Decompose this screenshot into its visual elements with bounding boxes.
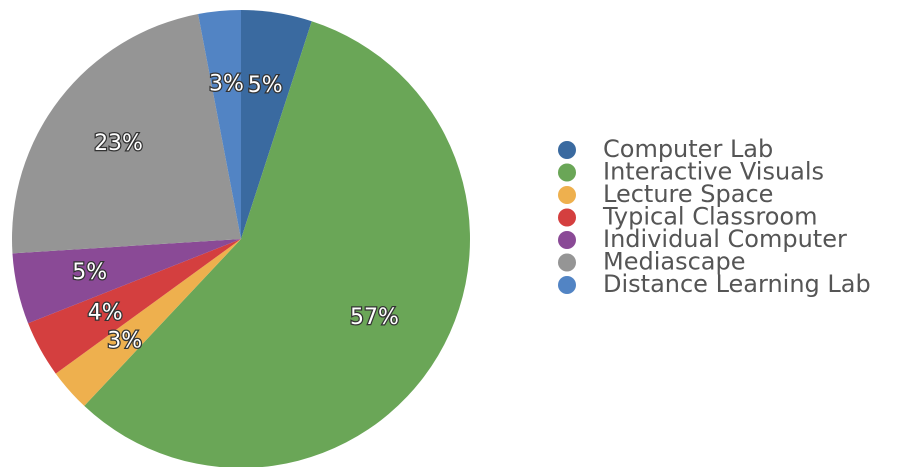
legend-label: Interactive Visuals [603, 158, 824, 186]
legend-marker [558, 253, 576, 272]
legend-marker [558, 163, 576, 182]
legend-label: Computer Lab [603, 135, 773, 163]
pie-slice [55, 239, 241, 406]
legend-label: Mediascape [603, 248, 746, 276]
data-label: 57% [350, 305, 399, 330]
pie-slice [241, 10, 312, 239]
pie-slice [198, 10, 241, 239]
data-label: 3% [209, 72, 244, 97]
legend-marker [558, 276, 576, 294]
legend-label: Individual Computer [603, 225, 847, 253]
pie-slice [12, 239, 242, 324]
legend-marker [558, 208, 576, 227]
legend-marker [558, 231, 576, 249]
legend-label: Lecture Space [603, 180, 773, 208]
pie-slice [11, 14, 241, 254]
legend-marker [558, 186, 576, 204]
data-label: 5% [72, 260, 107, 285]
data-label: 23% [94, 131, 143, 156]
legend-label: Distance Learning Lab [603, 270, 871, 298]
data-label: 5% [248, 73, 283, 98]
pie-slice [84, 21, 471, 469]
legend-label: Typical Classroom [602, 203, 817, 231]
pie-slice [28, 239, 242, 374]
data-label: 4% [88, 301, 123, 326]
legend-marker [558, 141, 576, 159]
data-label: 3% [107, 329, 142, 354]
